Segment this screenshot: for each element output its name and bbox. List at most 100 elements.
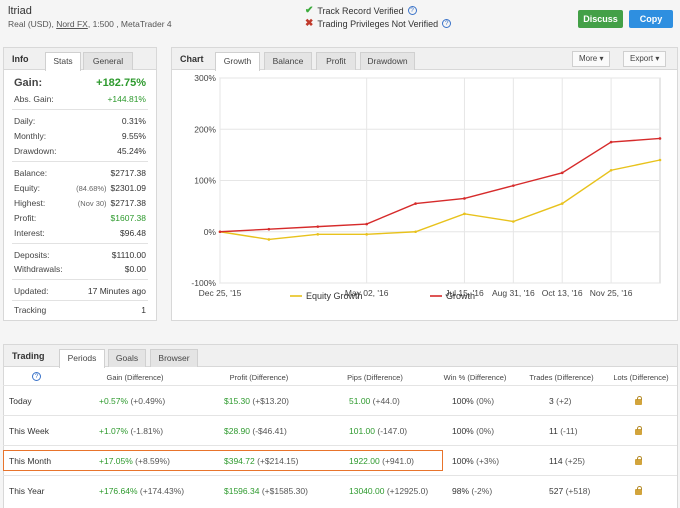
series-point: [560, 171, 564, 175]
trades-cell-trades: 527: [549, 486, 564, 496]
divider: [12, 109, 148, 110]
tab-drawdown[interactable]: Drawdown: [360, 52, 415, 70]
trades-cell-trades-diff: (+25): [564, 456, 586, 466]
abs-gain-value: +144.81%: [107, 94, 146, 104]
account-subtitle: Real (USD), Nord FX, 1:500 , MetaTrader …: [8, 19, 172, 29]
copy-button[interactable]: Copy: [629, 10, 673, 28]
help-icon[interactable]: ?: [32, 372, 41, 381]
series-point: [463, 212, 466, 216]
win-cell-win: 98%: [452, 486, 470, 496]
pips-cell: 51.00 (+44.0): [349, 396, 400, 406]
x-tick-label: Nov 25, '16: [590, 288, 633, 298]
gain-cell-gain: +176.64%: [99, 486, 138, 496]
broker-link[interactable]: Nord FX: [56, 19, 88, 29]
info-panel: Info Stats General Gain: +182.75% Abs. G…: [3, 47, 157, 321]
col-profit-header: Profit (Difference): [229, 373, 289, 382]
drawdown-label: Drawdown:: [14, 146, 57, 156]
series-point: [414, 202, 417, 205]
trading-privileges-status: ✖ Trading Privileges Not Verified ?: [305, 18, 452, 29]
gain-cell: +1.07% (-1.81%): [99, 426, 163, 436]
tab-balance[interactable]: Balance: [264, 52, 312, 70]
legend-label: Growth: [446, 291, 475, 301]
more-dropdown[interactable]: More ▾: [572, 51, 611, 67]
tab-general[interactable]: General: [83, 52, 133, 70]
trades-cell-trades: 3: [549, 396, 554, 406]
pips-cell-pips: 101.00: [349, 426, 375, 436]
y-tick-label: 100%: [194, 176, 216, 186]
daily-label: Daily:: [14, 116, 36, 126]
series-point: [512, 220, 515, 223]
tab-browser[interactable]: Browser: [150, 349, 198, 367]
profit-cell-profit-diff: (+$13.20): [252, 396, 289, 406]
withdrawals-row: Withdrawals: $0.00: [14, 264, 146, 274]
pips-cell: 101.00 (-147.0): [349, 426, 407, 436]
tab-goals[interactable]: Goals: [108, 349, 146, 367]
table-row: This Week +1.07% (-1.81%) $28.90 (-$46.41)…: [3, 415, 677, 445]
interest-row: Interest: $96.48: [14, 228, 146, 238]
win-cell: 100% (0%): [452, 396, 494, 406]
chevron-down-icon: ▾: [599, 54, 604, 63]
tab-periods[interactable]: Periods: [59, 349, 105, 368]
lock-icon[interactable]: [635, 456, 642, 465]
period-cell: Today: [9, 396, 32, 406]
gain-value: +182.75%: [96, 77, 146, 89]
lock-icon[interactable]: [635, 396, 642, 405]
lock-icon[interactable]: [635, 426, 642, 435]
gain-cell-gain: +0.57%: [99, 396, 129, 406]
profit-row: Profit: $1607.38: [14, 213, 146, 223]
trades-cell-trades-diff: (+2): [556, 396, 572, 406]
series-point: [512, 184, 515, 187]
series-point: [316, 233, 320, 236]
tab-growth[interactable]: Growth: [215, 52, 260, 71]
profit-cell-profit: $394.72: [224, 456, 255, 466]
withdrawals-label: Withdrawals:: [14, 264, 63, 274]
pips-cell-pips: 1922.00: [349, 456, 380, 466]
period-cell: This Year: [9, 486, 44, 496]
y-tick-label: 300%: [194, 73, 216, 83]
win-cell-win-diff: (0%): [476, 426, 495, 436]
pips-cell: 13040.00 (+12925.0): [349, 486, 428, 496]
gain-cell-gain: +17.05%: [99, 456, 133, 466]
profit-cell-profit-diff: (-$46.41): [252, 426, 287, 436]
tab-profit[interactable]: Profit: [316, 52, 356, 70]
daily-value: 0.31%: [121, 116, 146, 126]
col-pips-header: Pips (Difference): [347, 373, 403, 382]
discuss-button[interactable]: Discuss: [578, 10, 623, 28]
lock-icon[interactable]: [635, 486, 642, 495]
profit-cell-profit-diff: (+$1585.30): [261, 486, 308, 496]
help-icon[interactable]: ?: [407, 6, 417, 15]
export-dropdown[interactable]: Export ▾: [623, 51, 667, 67]
col-trades-header: Trades (Difference): [529, 373, 594, 382]
tab-stats[interactable]: Stats: [45, 52, 81, 71]
col-gain-header: Gain (Difference): [106, 373, 164, 382]
gain-cell: +0.57% (+0.49%): [99, 396, 165, 406]
help-icon[interactable]: ?: [442, 19, 452, 28]
highlight-box: [3, 450, 443, 471]
trades-cell: 11 (-11): [549, 426, 578, 436]
series-point: [267, 227, 271, 231]
export-label: Export: [630, 54, 654, 63]
x-tick-label: Aug 31, '16: [492, 288, 535, 298]
trading-title: Trading: [12, 351, 45, 361]
trades-cell-trades-diff: (-11): [560, 426, 578, 436]
tracking-label: Tracking: [14, 305, 47, 315]
period-cell: This Week: [9, 426, 49, 436]
trades-cell: 3 (+2): [549, 396, 571, 406]
trading-panel: Trading Periods Goals Browser: [3, 344, 678, 508]
profit-cell-profit: $28.90: [224, 426, 250, 436]
series-point: [267, 238, 271, 241]
pips-cell: 1922.00 (+941.0): [349, 456, 414, 466]
profit-cell-profit: $15.30: [224, 396, 250, 406]
gain-label: Gain:: [14, 77, 43, 89]
pips-cell-pips-diff: (-147.0): [377, 426, 408, 436]
info-tabbar: Info Stats General: [4, 48, 156, 71]
x-tick-label: May 02, '16: [345, 288, 389, 298]
profit-cell: $28.90 (-$46.41): [224, 426, 287, 436]
profit-value: $1607.38: [110, 213, 146, 223]
track-record-status: ✔ Track Record Verified ?: [305, 5, 417, 16]
table-row: This Year +176.64% (+174.43%) $1596.34 (+$…: [3, 475, 677, 505]
legend-label: Equity Growth: [306, 291, 363, 301]
updated-label: Updated:: [14, 286, 49, 296]
trades-cell-trades-diff: (+518): [565, 486, 591, 496]
period-cell-period: Today: [9, 396, 32, 406]
